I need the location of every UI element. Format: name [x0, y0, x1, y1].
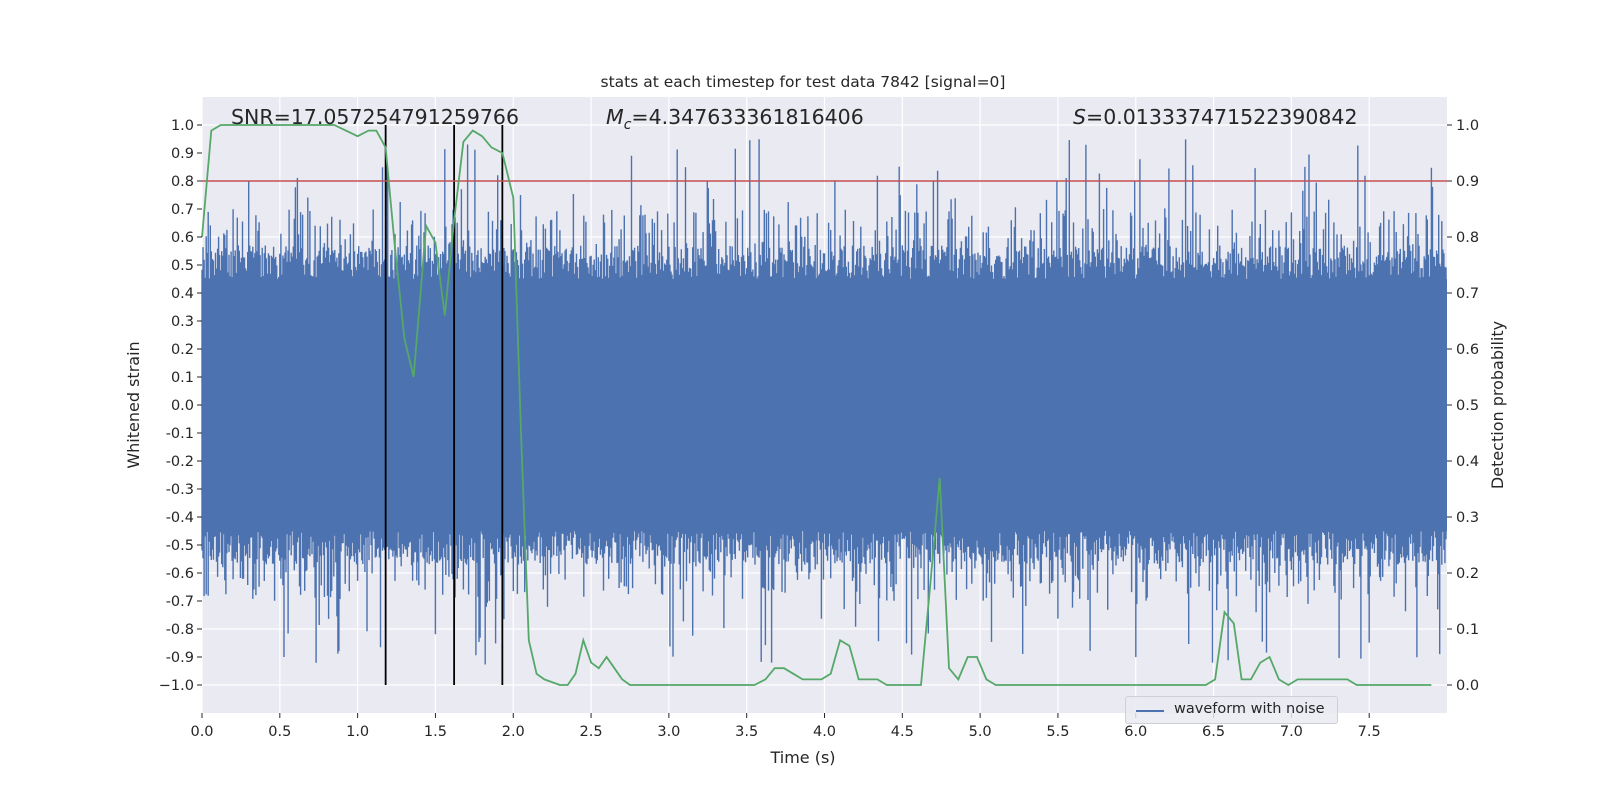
y-tick-label: −1.0 [159, 678, 194, 694]
y-tick-label: 0.2 [171, 342, 194, 358]
chirp-mass-annotation: Mc=4.347633361816406 [606, 105, 864, 133]
x-tick-label: 6.5 [1202, 724, 1225, 740]
s-symbol: S [1073, 105, 1086, 129]
y-tick-label: -0.6 [166, 566, 194, 582]
x-tick-label: 3.5 [735, 724, 758, 740]
x-tick-label: 5.0 [969, 724, 992, 740]
y-tick-label: -0.4 [166, 510, 194, 526]
y-axis-label: Whitened strain [124, 341, 143, 468]
x-tick-label: 2.5 [580, 724, 603, 740]
x-tick-label: 2.0 [502, 724, 525, 740]
s-value: =0.013337471522390842 [1086, 105, 1358, 129]
y2-tick-label: 0.0 [1456, 678, 1479, 694]
y2-tick-label: 0.2 [1456, 566, 1479, 582]
y-tick-label: 0.9 [171, 146, 194, 162]
x-tick-label: 4.5 [891, 724, 914, 740]
y-tick-label: -0.1 [166, 426, 194, 442]
legend-label: waveform with noise [1174, 701, 1325, 717]
s-annotation: S=0.013337471522390842 [1073, 105, 1358, 129]
x-tick-label: 3.0 [657, 724, 680, 740]
x-tick-label: 1.0 [346, 724, 369, 740]
y2-tick-label: 1.0 [1456, 118, 1479, 134]
x-axis-ticks: 0.0 0.5 1.0 1.5 2.0 2.5 3.0 3.5 4.0 4.5 5.0 5.5 6.0 6… [190, 713, 1381, 740]
chart-title: stats at each timestep for test data 784… [601, 73, 1006, 91]
y-tick-label: -0.9 [166, 650, 194, 666]
x-axis-label: Time (s) [769, 748, 835, 767]
y2-tick-label: 0.7 [1456, 286, 1479, 302]
detection-probability-line [201, 124, 1432, 687]
chirp-mass-symbol: M [606, 105, 624, 129]
y-tick-label: 0.5 [171, 258, 194, 274]
waveform-series [201, 139, 1447, 665]
y2-tick-label: 0.9 [1456, 174, 1479, 190]
y-tick-label: 0.0 [171, 398, 194, 414]
y-tick-label: 0.7 [171, 202, 194, 218]
legend-line-swatch [1136, 710, 1164, 712]
y-tick-label: 0.1 [171, 370, 194, 386]
x-tick-label: 7.0 [1280, 724, 1303, 740]
waveform-trace [201, 139, 1447, 665]
x-tick-label: 1.5 [424, 724, 447, 740]
chirp-mass-value: =4.347633361816406 [631, 105, 863, 129]
x-tick-label: 7.5 [1358, 724, 1381, 740]
y2-axis-label: Detection probability [1488, 321, 1507, 489]
y-tick-label: 0.8 [171, 174, 194, 190]
y-tick-label: 0.3 [171, 314, 194, 330]
x-tick-label: 0.5 [268, 724, 291, 740]
y2-tick-label: 0.1 [1456, 622, 1479, 638]
y2-tick-label: 0.8 [1456, 230, 1479, 246]
y-axis-left-ticks: 1.0 0.9 0.8 0.7 0.6 0.5 0.4 0.3 0.2 0.1 0.0 -0.1 -0.… [159, 118, 202, 694]
snr-annotation: SNR=17.057254791259766 [231, 105, 519, 129]
y-tick-label: -0.8 [166, 622, 194, 638]
y2-tick-label: 0.4 [1456, 454, 1479, 470]
y-axis-right-ticks: 1.0 0.9 0.8 0.7 0.6 0.5 0.4 0.3 0.2 0.1 0.0 [1447, 118, 1479, 694]
y-tick-label: 1.0 [171, 118, 194, 134]
y-tick-label: -0.5 [166, 538, 194, 554]
chirp-mass-subscript: c [624, 117, 632, 133]
y-tick-label: 0.4 [171, 286, 194, 302]
y-tick-label: -0.3 [166, 482, 194, 498]
y2-tick-label: 0.5 [1456, 398, 1479, 414]
y-tick-label: -0.7 [166, 594, 194, 610]
x-tick-label: 5.5 [1046, 724, 1069, 740]
y-tick-label: 0.6 [171, 230, 194, 246]
y-tick-label: -0.2 [166, 454, 194, 470]
legend: waveform with noise [1125, 696, 1338, 724]
y2-tick-label: 0.6 [1456, 342, 1479, 358]
x-tick-label: 6.0 [1124, 724, 1147, 740]
y2-tick-label: 0.3 [1456, 510, 1479, 526]
x-tick-label: 0.0 [190, 724, 213, 740]
x-tick-label: 4.0 [813, 724, 836, 740]
